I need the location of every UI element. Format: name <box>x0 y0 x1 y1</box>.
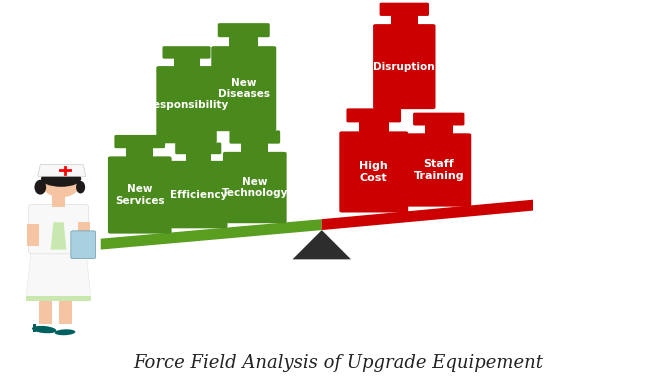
Ellipse shape <box>76 181 85 193</box>
Ellipse shape <box>32 326 57 333</box>
Bar <box>32 324 36 332</box>
FancyBboxPatch shape <box>346 108 401 122</box>
Polygon shape <box>26 250 91 299</box>
Bar <box>52 196 65 207</box>
Ellipse shape <box>34 180 46 195</box>
Bar <box>391 15 418 26</box>
Polygon shape <box>322 200 533 230</box>
Text: Disruption: Disruption <box>374 62 435 72</box>
Bar <box>126 147 153 158</box>
Polygon shape <box>101 219 322 250</box>
Text: Efficiency: Efficiency <box>170 190 227 200</box>
Bar <box>229 36 258 48</box>
Ellipse shape <box>55 329 75 335</box>
Bar <box>186 153 211 162</box>
FancyBboxPatch shape <box>175 142 221 154</box>
FancyBboxPatch shape <box>162 46 211 58</box>
FancyBboxPatch shape <box>229 130 280 144</box>
FancyBboxPatch shape <box>108 156 172 234</box>
Text: Force Field Analysis of Upgrade Equipement: Force Field Analysis of Upgrade Equipeme… <box>133 354 543 372</box>
FancyBboxPatch shape <box>71 231 96 259</box>
Text: High
Cost: High Cost <box>359 161 388 183</box>
Ellipse shape <box>42 169 81 197</box>
FancyBboxPatch shape <box>223 152 287 223</box>
Bar <box>241 142 268 153</box>
FancyBboxPatch shape <box>413 113 464 126</box>
FancyBboxPatch shape <box>380 3 429 16</box>
FancyBboxPatch shape <box>339 131 408 213</box>
FancyBboxPatch shape <box>156 66 216 143</box>
Polygon shape <box>38 165 86 176</box>
Text: Responsibility: Responsibility <box>145 100 228 110</box>
Text: New
Diseases: New Diseases <box>218 78 270 99</box>
Bar <box>27 224 39 246</box>
Bar <box>359 121 389 133</box>
Ellipse shape <box>41 170 81 187</box>
Bar <box>58 299 72 324</box>
Bar <box>39 299 52 324</box>
Polygon shape <box>51 222 66 250</box>
Text: Staff
Training: Staff Training <box>413 159 464 181</box>
Polygon shape <box>292 230 351 259</box>
Bar <box>174 57 200 67</box>
FancyBboxPatch shape <box>169 161 227 228</box>
Bar <box>78 222 90 250</box>
Text: New
Services: New Services <box>115 184 164 206</box>
Bar <box>425 124 453 135</box>
Text: New
Technology: New Technology <box>222 177 288 199</box>
FancyBboxPatch shape <box>218 23 270 37</box>
FancyBboxPatch shape <box>406 133 471 207</box>
Bar <box>26 296 91 301</box>
FancyBboxPatch shape <box>373 24 436 109</box>
FancyBboxPatch shape <box>114 135 165 148</box>
FancyBboxPatch shape <box>29 204 88 254</box>
FancyBboxPatch shape <box>211 46 276 131</box>
